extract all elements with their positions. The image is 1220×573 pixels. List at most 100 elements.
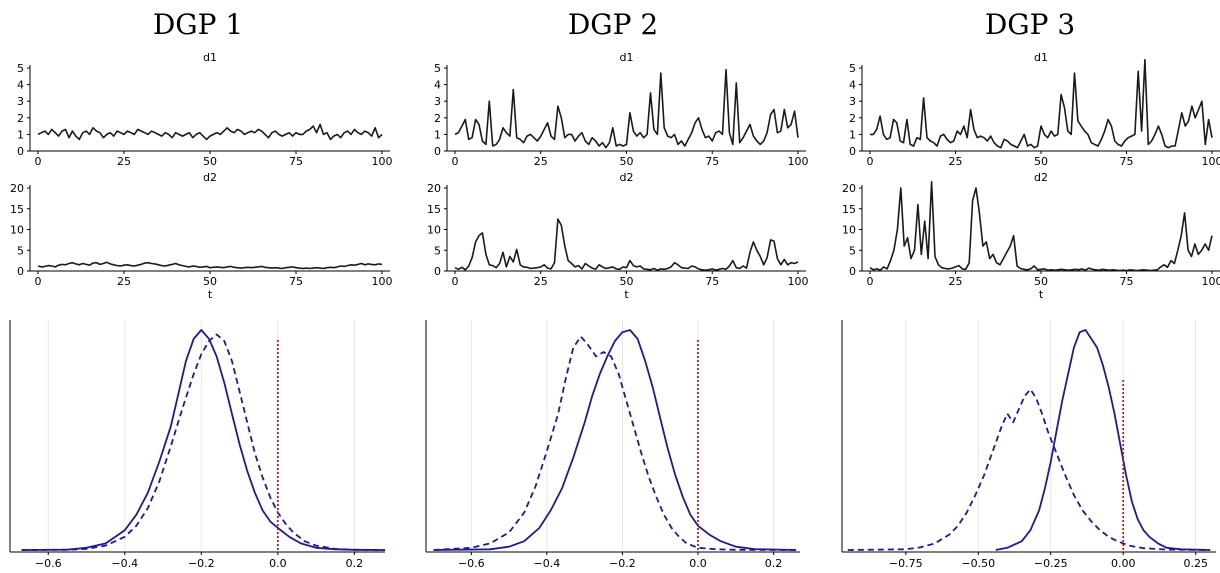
x-tick-label: 0 [35, 275, 42, 288]
series-line-d1 [870, 58, 1213, 149]
x-tick-label: −0.2 [609, 557, 636, 570]
x-tick-label: 75 [289, 275, 303, 288]
subplot-1-d2: d2 0 25 50 75 100 0 5 10 15 20 t [10, 171, 393, 301]
y-tick-label: 0 [849, 265, 856, 278]
y-tick-label: 5 [434, 62, 441, 75]
subplot-title: d2 [1034, 171, 1048, 184]
subplot-3-d1: d1 0 25 50 75 100 0 1 2 3 4 5 [849, 51, 1220, 168]
x-tick-label: 0 [35, 155, 42, 168]
y-tick-label: 1 [849, 128, 856, 141]
subplot-1-density: −0.6 −0.4 −0.2 0.0 0.2 [9, 320, 386, 570]
y-tick-label: 10 [10, 224, 24, 237]
x-tick-label: 100 [1202, 275, 1220, 288]
density-dashed [847, 388, 1211, 551]
x-tick-label: 50 [1034, 155, 1048, 168]
subplot-title: d1 [620, 51, 634, 64]
y-tick-label: 5 [849, 244, 856, 257]
x-tick-label: 0 [867, 275, 874, 288]
x-tick-label: 0.0 [269, 557, 287, 570]
x-tick-label: 0 [452, 275, 459, 288]
subplot-3-density: −0.75 −0.50 −0.25 0.00 0.25 [841, 320, 1216, 570]
panel-title-dgp2: DGP 2 [568, 8, 658, 41]
y-tick-label: 15 [427, 203, 441, 216]
x-tick-label: 75 [1120, 275, 1134, 288]
x-tick-label: −0.6 [458, 557, 485, 570]
series-line-d2 [454, 218, 799, 272]
y-tick-label: 0 [849, 145, 856, 158]
x-tick-label: 75 [289, 155, 303, 168]
x-tick-label: 50 [203, 275, 217, 288]
series-line-d2 [869, 181, 1213, 272]
x-tick-label: 0 [867, 155, 874, 168]
x-tick-label: 25 [949, 275, 963, 288]
y-tick-label: 0 [17, 265, 24, 278]
subplot-3-d2: d2 0 25 50 75 100 0 5 10 15 20 t [842, 171, 1220, 301]
x-tick-label: −0.4 [534, 557, 561, 570]
x-tick-label: 25 [949, 155, 963, 168]
x-tick-label: 100 [788, 155, 809, 168]
x-tick-label: 100 [788, 275, 809, 288]
y-tick-label: 10 [427, 224, 441, 237]
subplot-title: d2 [203, 171, 217, 184]
y-tick-label: 0 [17, 145, 24, 158]
x-tick-label: −0.6 [35, 557, 62, 570]
x-tick-label: 50 [203, 155, 217, 168]
y-tick-label: 2 [17, 112, 24, 125]
subplot-1-d1: d1 0 25 50 75 100 0 1 2 3 4 5 [17, 51, 393, 168]
y-tick-label: 10 [842, 224, 856, 237]
x-tick-label: 100 [372, 155, 393, 168]
y-tick-label: 15 [10, 203, 24, 216]
x-tick-label: 100 [372, 275, 393, 288]
x-axis-label: t [208, 288, 213, 301]
density-solid [995, 329, 1211, 551]
subplot-title: d1 [203, 51, 217, 64]
x-tick-label: 25 [534, 155, 548, 168]
y-tick-label: 3 [849, 95, 856, 108]
y-tick-label: 2 [849, 112, 856, 125]
y-tick-label: 4 [434, 79, 441, 92]
x-axis-label: t [624, 288, 629, 301]
y-tick-label: 0 [434, 145, 441, 158]
x-tick-label: −0.50 [961, 557, 995, 570]
density-dashed [21, 333, 386, 551]
x-tick-label: 25 [117, 275, 131, 288]
series-line-d2 [37, 261, 383, 270]
y-tick-label: 3 [17, 95, 24, 108]
subplot-2-d2: d2 0 25 50 75 100 0 5 10 15 20 t [427, 171, 809, 301]
x-tick-label: 75 [1120, 155, 1134, 168]
x-tick-label: 0.00 [1111, 557, 1136, 570]
y-tick-label: 1 [17, 128, 24, 141]
x-tick-label: 0.25 [1183, 557, 1208, 570]
y-tick-label: 20 [842, 182, 856, 195]
panel-title-dgp3: DGP 3 [985, 8, 1075, 41]
y-tick-label: 1 [434, 128, 441, 141]
y-tick-label: 15 [842, 203, 856, 216]
x-tick-label: 0.2 [346, 557, 364, 570]
x-tick-label: −0.4 [111, 557, 138, 570]
x-tick-label: −0.75 [889, 557, 923, 570]
y-tick-label: 3 [434, 95, 441, 108]
subplot-2-density: −0.6 −0.4 −0.2 0.0 0.2 [425, 320, 800, 570]
subplot-title: d1 [1034, 51, 1048, 64]
series-line-d1 [454, 68, 799, 149]
y-tick-label: 20 [10, 182, 24, 195]
x-tick-label: 50 [620, 155, 634, 168]
x-tick-label: 100 [1202, 155, 1220, 168]
x-tick-label: 25 [534, 275, 548, 288]
subplot-title: d2 [620, 171, 634, 184]
density-dashed [433, 335, 797, 551]
x-tick-label: 25 [117, 155, 131, 168]
x-axis-label: t [1039, 288, 1044, 301]
x-tick-label: 75 [705, 275, 719, 288]
x-tick-label: −0.2 [188, 557, 215, 570]
y-tick-label: 4 [849, 79, 856, 92]
y-tick-label: 5 [434, 244, 441, 257]
series-line-d1 [37, 123, 383, 141]
y-tick-label: 20 [427, 182, 441, 195]
y-tick-label: 2 [434, 112, 441, 125]
y-tick-label: 5 [849, 62, 856, 75]
x-tick-label: 0.0 [689, 557, 707, 570]
x-tick-label: 0.2 [765, 557, 783, 570]
y-tick-label: 0 [434, 265, 441, 278]
